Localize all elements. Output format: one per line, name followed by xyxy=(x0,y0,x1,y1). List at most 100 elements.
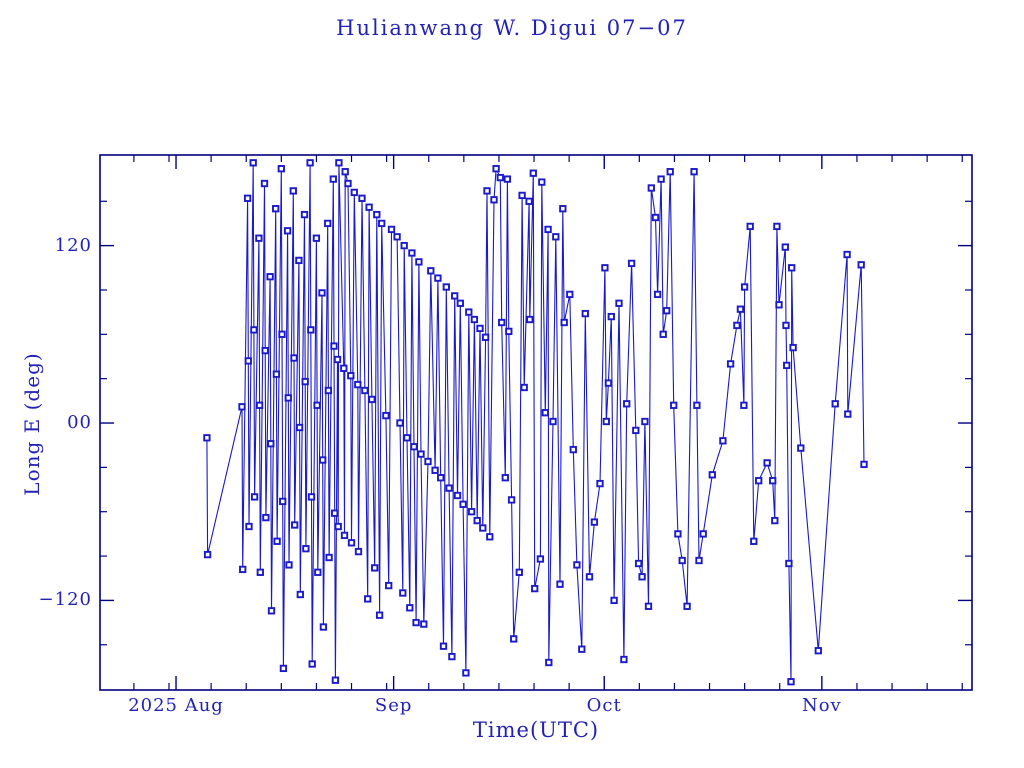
data-point-marker xyxy=(267,440,275,448)
data-point-marker xyxy=(653,290,662,299)
data-point-marker xyxy=(518,191,526,200)
data-point-marker xyxy=(476,324,484,333)
data-point-marker xyxy=(581,309,589,318)
data-point-marker xyxy=(623,400,631,408)
data-point-marker xyxy=(459,500,467,508)
data-point-marker xyxy=(453,491,462,500)
data-point-marker xyxy=(239,565,247,574)
data-point-marker xyxy=(529,169,537,177)
data-point-marker xyxy=(569,445,577,454)
data-point-marker xyxy=(415,258,423,266)
data-point-marker xyxy=(503,175,512,183)
data-point-marker xyxy=(272,370,281,378)
data-point-marker xyxy=(797,444,805,452)
data-point-marker xyxy=(515,568,523,576)
data-point-marker xyxy=(347,539,356,547)
data-point-marker xyxy=(520,383,528,392)
data-point-marker xyxy=(602,417,610,426)
data-point-marker xyxy=(763,459,771,467)
data-point-marker xyxy=(312,234,321,242)
data-point-marker xyxy=(307,493,316,501)
data-point-marker xyxy=(536,555,545,563)
data-point-marker xyxy=(560,318,568,327)
data-point-marker xyxy=(283,227,292,235)
data-point-marker xyxy=(783,361,791,370)
data-point-marker xyxy=(255,401,264,409)
data-point-marker xyxy=(354,380,362,389)
data-point-marker xyxy=(244,357,252,365)
data-point-marker xyxy=(695,556,703,565)
data-point-marker xyxy=(278,330,286,338)
data-point-marker xyxy=(483,187,491,195)
data-point-marker xyxy=(266,273,274,281)
data-point-marker xyxy=(787,678,795,686)
data-point-marker xyxy=(789,343,797,352)
data-point-marker xyxy=(306,159,314,167)
data-point-marker xyxy=(462,669,470,677)
data-point-marker xyxy=(256,568,264,576)
data-point-marker xyxy=(578,645,586,653)
data-point-marker xyxy=(860,460,868,469)
data-point-marker xyxy=(620,655,628,664)
data-point-marker xyxy=(690,168,698,176)
data-point-marker xyxy=(250,326,258,334)
data-point-marker xyxy=(439,642,448,650)
data-point-marker xyxy=(358,194,366,202)
data-point-marker xyxy=(319,456,327,464)
data-point-marker xyxy=(424,457,432,466)
data-point-marker xyxy=(465,308,473,316)
data-point-marker xyxy=(325,553,333,562)
data-point-marker xyxy=(726,360,735,368)
y-tick-label: 120 xyxy=(54,234,92,256)
data-point-marker xyxy=(755,477,763,485)
data-point-marker xyxy=(319,623,328,631)
data-point-marker xyxy=(277,165,285,173)
data-point-marker xyxy=(663,307,671,315)
data-point-marker xyxy=(775,301,783,309)
data-point-marker xyxy=(300,210,309,219)
data-point-marker xyxy=(746,222,754,231)
data-point-marker xyxy=(641,417,649,426)
data-point-marker xyxy=(279,497,287,506)
data-point-marker xyxy=(559,205,567,213)
data-point-marker xyxy=(647,184,655,192)
data-point-marker xyxy=(329,175,337,183)
data-point-marker xyxy=(354,547,363,556)
data-point-marker xyxy=(785,559,793,568)
data-point-marker xyxy=(610,596,618,605)
data-point-marker xyxy=(267,607,276,615)
data-point-marker xyxy=(769,477,777,485)
data-point-marker xyxy=(566,290,574,299)
data-point-marker xyxy=(479,524,487,532)
x-tick-label: 2025 Aug xyxy=(128,695,224,716)
data-point-marker xyxy=(307,326,315,334)
data-point-marker xyxy=(638,573,646,581)
data-point-marker xyxy=(498,318,506,327)
chart-title: Hulianwang W. Digui 07−07 xyxy=(336,16,688,40)
data-point-marker xyxy=(203,550,212,559)
data-point-marker xyxy=(314,568,322,576)
data-point-marker xyxy=(285,561,293,569)
data-point-marker xyxy=(788,264,796,272)
data-point-marker xyxy=(467,508,476,516)
data-point-marker xyxy=(431,466,439,474)
data-point-marker xyxy=(334,522,342,531)
data-point-marker xyxy=(651,213,660,222)
data-point-marker xyxy=(659,330,667,338)
data-point-marker xyxy=(361,386,369,395)
data-point-marker xyxy=(387,225,396,234)
data-point-marker xyxy=(308,660,316,668)
data-point-marker xyxy=(708,471,716,479)
data-point-marker xyxy=(403,434,411,442)
data-point-marker xyxy=(733,321,741,330)
x-tick-label: Sep xyxy=(374,695,413,716)
data-point-marker xyxy=(350,188,358,197)
data-point-marker xyxy=(545,658,553,667)
data-point-marker xyxy=(417,450,425,458)
data-point-marker xyxy=(295,423,304,432)
data-point-marker xyxy=(272,205,280,213)
data-point-marker xyxy=(750,537,758,545)
data-point-marker xyxy=(324,386,333,395)
